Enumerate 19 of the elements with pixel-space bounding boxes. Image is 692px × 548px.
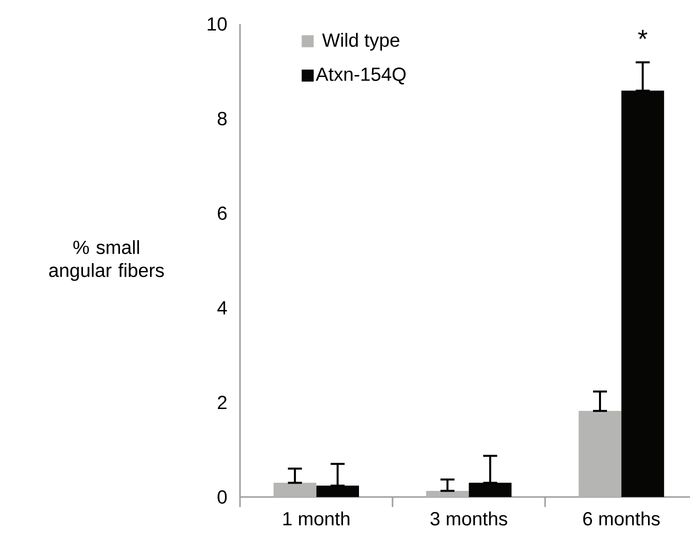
annotation: * (638, 30, 648, 40)
bar (468, 482, 512, 497)
y-tick-label: 10 (208, 17, 227, 31)
y-tick-label: 6 (218, 206, 227, 220)
bar (621, 90, 664, 497)
legend-label: Atxn-154Q (316, 68, 406, 84)
y-tick-label: 8 (218, 112, 227, 126)
bar (274, 482, 316, 497)
x-tick-label: 1 month (283, 512, 350, 526)
x-tick-label: 6 months (583, 512, 660, 526)
y-tick-label: 0 (218, 490, 227, 504)
bar (578, 410, 622, 497)
y-axis-title: % small angular fibers (49, 240, 164, 281)
x-tick-label: 3 months (430, 512, 508, 526)
legend-label: Wild type (322, 32, 400, 51)
y-tick-label: 2 (218, 396, 227, 410)
bar (316, 486, 359, 497)
bar (426, 490, 469, 497)
y-tick-label: 4 (217, 301, 227, 314)
